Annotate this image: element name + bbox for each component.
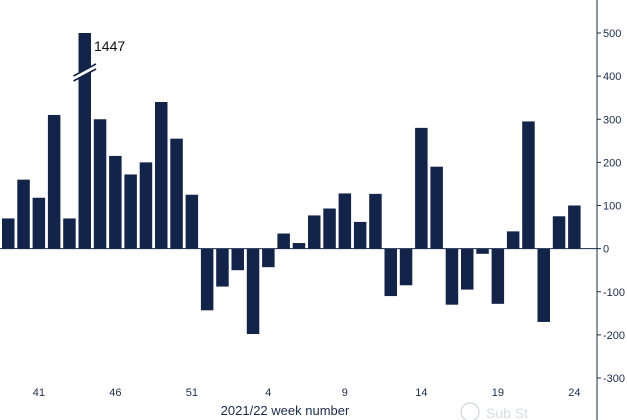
bar-week-14	[415, 127, 428, 249]
bar-week-44	[78, 33, 91, 249]
x-tick-label: 41	[33, 387, 45, 399]
x-axis-label: 2021/22 week number	[221, 403, 350, 418]
bar-week-9	[338, 193, 352, 249]
bar-week-51	[185, 194, 199, 249]
y-tick-label: 0	[603, 244, 609, 256]
annotation-label: 1447	[94, 38, 125, 54]
bar-week-19	[491, 248, 505, 304]
bar-week-18	[476, 248, 489, 254]
x-tick-label: 19	[492, 387, 504, 399]
bar-week-21	[522, 121, 535, 249]
bar-week-20	[506, 231, 520, 249]
x-tick-label: 46	[109, 387, 121, 399]
bar-week-22	[537, 248, 550, 322]
x-tick-label: 4	[265, 387, 271, 399]
bird-logo-icon	[460, 402, 480, 420]
y-tick-label: -100	[603, 287, 625, 299]
y-axis-ticks: -300 -200 -100 0 100 200 300 400 500	[597, 28, 625, 385]
bar-week-7	[308, 215, 321, 249]
x-tick-label: 24	[568, 387, 580, 399]
bar-week-23	[552, 216, 566, 249]
axis-break-line-lower	[73, 68, 97, 82]
bar-week-49	[155, 102, 168, 249]
watermark-text: Sub St	[486, 405, 528, 420]
bar-week-5	[277, 233, 290, 249]
x-tick-label: 51	[186, 387, 198, 399]
bar-week-42	[47, 114, 61, 249]
y-tick-label: -200	[603, 330, 625, 342]
bar-week-48	[139, 162, 153, 249]
axis-break-mark	[73, 63, 97, 82]
bar-week-24	[568, 205, 581, 249]
x-axis-ticks: 41 46 51 4 9 14 19 24	[33, 387, 581, 399]
bar-week-45	[93, 119, 107, 249]
x-tick-label: 14	[415, 387, 427, 399]
bar-week-41	[32, 197, 46, 249]
bars-group	[2, 33, 581, 335]
bar-week-12	[384, 248, 397, 297]
x-tick-label: 9	[342, 387, 348, 399]
y-tick-label: 200	[603, 157, 621, 169]
bar-week-17	[461, 248, 474, 290]
y-tick-label: 500	[603, 28, 621, 40]
bar-week-50	[170, 138, 183, 249]
bar-week-6	[292, 243, 306, 249]
y-tick-label: 100	[603, 201, 621, 213]
bar-week-13	[399, 248, 413, 286]
y-tick-label: -300	[603, 373, 625, 385]
bar-week-11	[369, 193, 382, 249]
bar-week-8	[323, 208, 336, 249]
bar-week-2	[231, 248, 244, 271]
bar-week-10	[353, 221, 367, 249]
bar-week-46	[109, 155, 122, 249]
bar-week-4	[262, 248, 275, 268]
bar-week-43	[63, 218, 76, 249]
bar-week-39	[2, 218, 15, 249]
bar-week-1	[216, 248, 229, 287]
bar-week-15	[430, 166, 443, 249]
axis-break-gap	[73, 64, 96, 81]
axis-break-line-upper	[73, 63, 97, 77]
bar-week-3	[246, 248, 260, 335]
bar-week-52	[200, 248, 214, 311]
y-tick-label: 400	[603, 71, 621, 83]
bar-week-16	[445, 248, 459, 305]
bar-week-47	[124, 174, 137, 249]
bar-week-40	[17, 179, 30, 249]
y-tick-label: 300	[603, 114, 621, 126]
watermark: Sub St	[460, 402, 528, 420]
